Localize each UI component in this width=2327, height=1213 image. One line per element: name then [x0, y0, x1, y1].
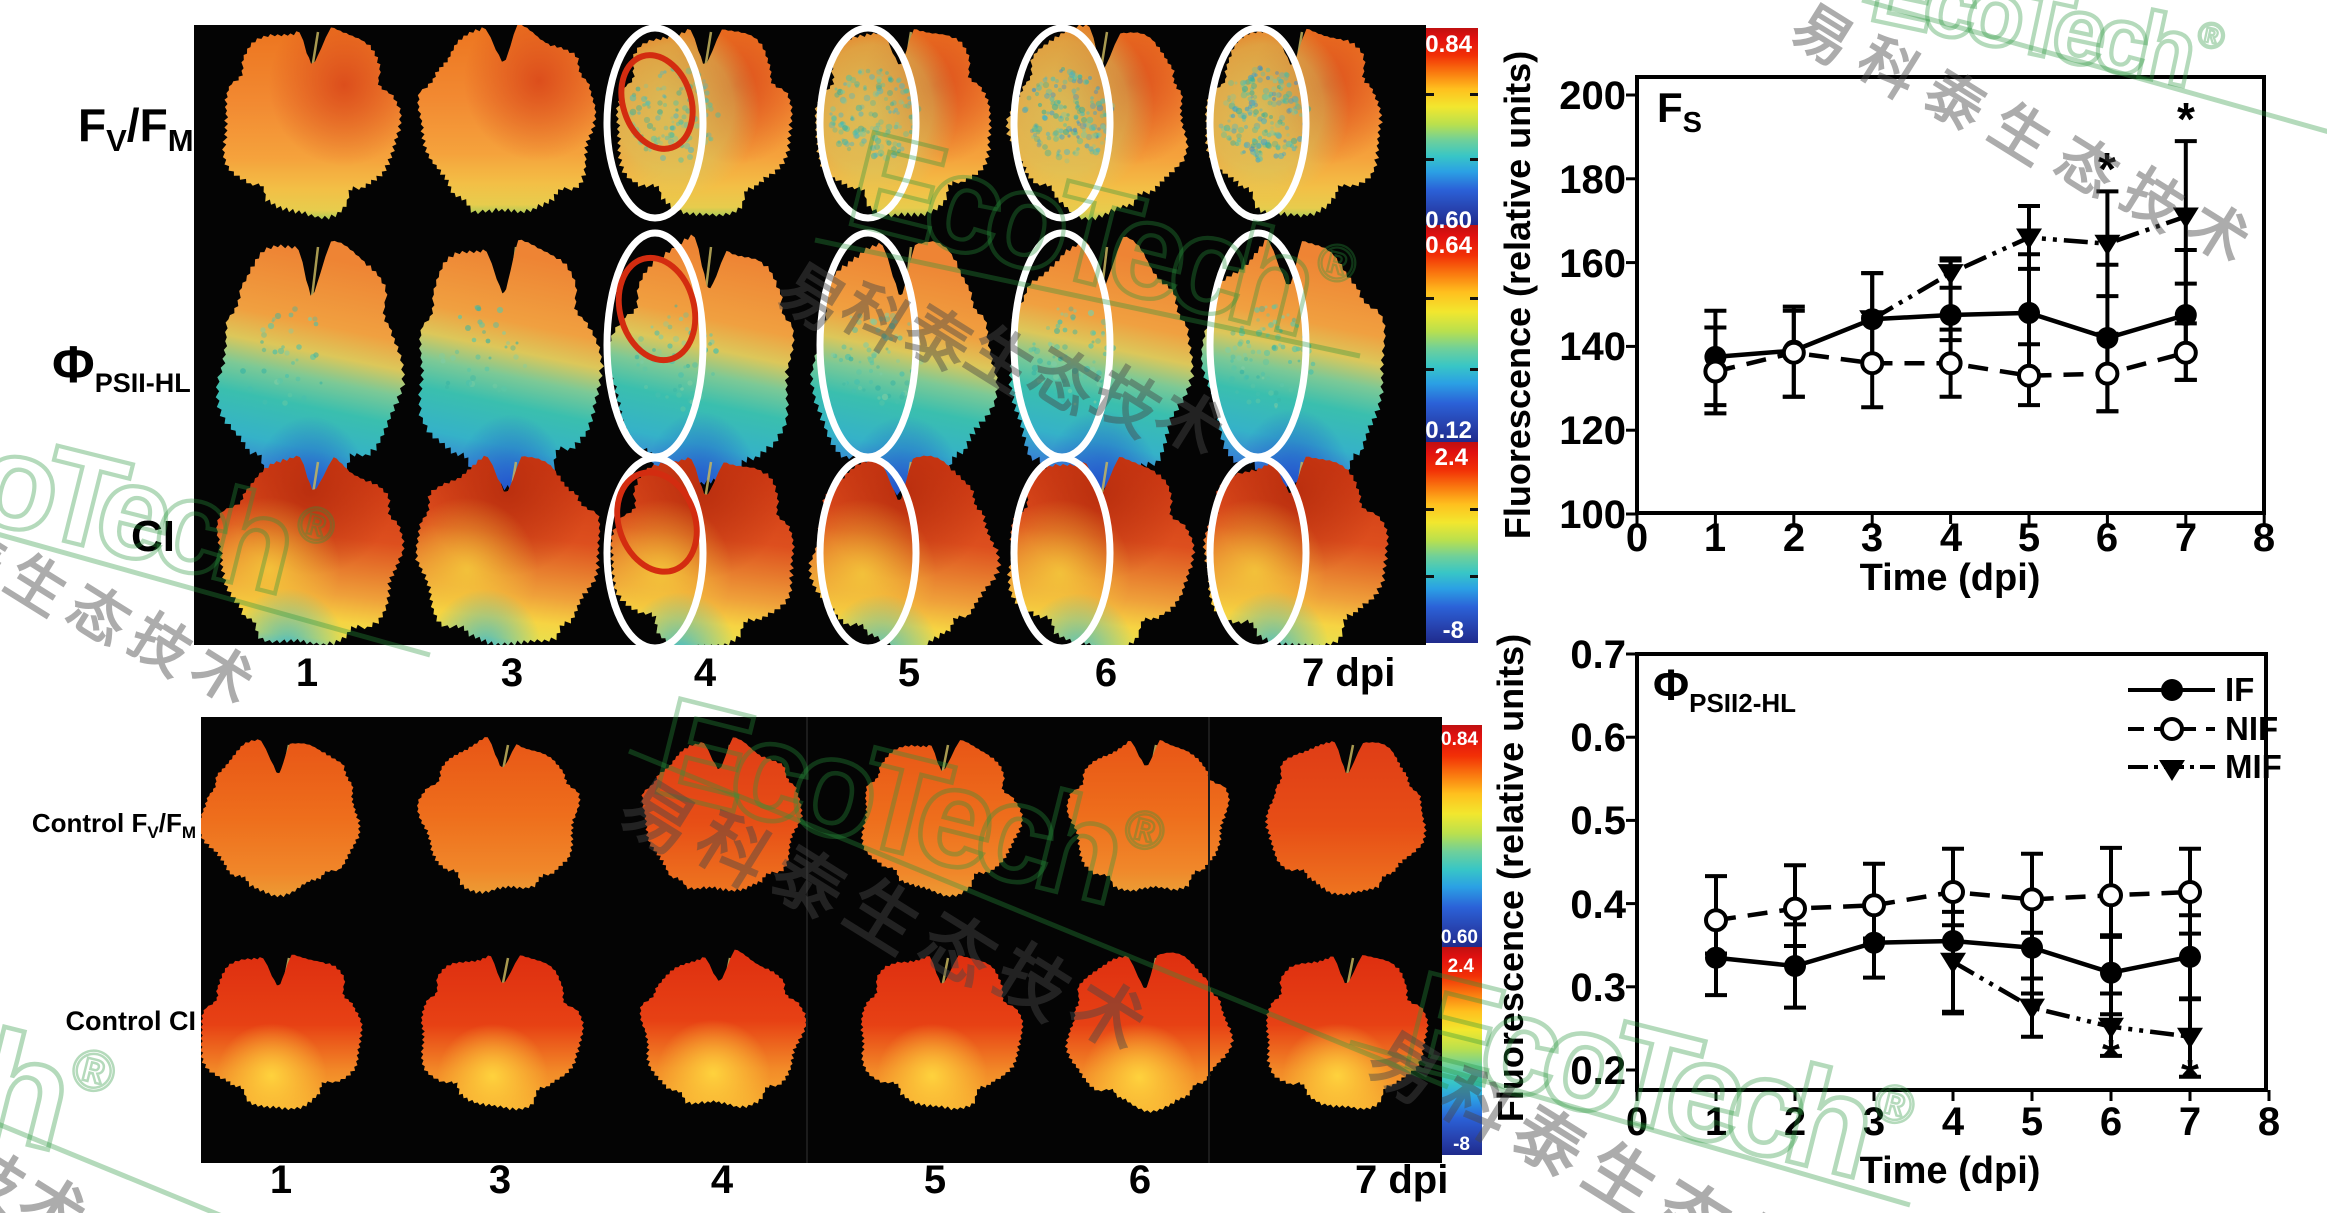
svg-text:0.6: 0.6 — [1570, 716, 1626, 760]
svg-text:2: 2 — [1783, 516, 1805, 560]
svg-text:3: 3 — [501, 651, 523, 695]
svg-text:0.2: 0.2 — [1570, 1049, 1626, 1093]
svg-text:Control CI: Control CI — [66, 1006, 196, 1036]
svg-text:0.5: 0.5 — [1570, 799, 1626, 843]
svg-text:7 dpi: 7 dpi — [1355, 1158, 1448, 1202]
svg-text:FS: FS — [1657, 84, 1702, 139]
svg-text:Time (dpi): Time (dpi) — [1860, 1150, 2041, 1192]
svg-text:6: 6 — [2100, 1100, 2122, 1144]
svg-text:*: * — [2098, 143, 2116, 195]
svg-text:200: 200 — [1559, 74, 1626, 118]
svg-text:*: * — [2177, 93, 2195, 145]
svg-text:0.64: 0.64 — [1425, 232, 1472, 259]
svg-text:-8: -8 — [1453, 1134, 1470, 1155]
svg-text:1: 1 — [270, 1158, 292, 1202]
svg-text:4: 4 — [711, 1158, 734, 1202]
svg-text:0.4: 0.4 — [1570, 883, 1626, 927]
svg-text:5: 5 — [924, 1158, 946, 1202]
svg-text:140: 140 — [1559, 325, 1626, 369]
svg-text:CI: CI — [131, 512, 175, 561]
svg-text:8: 8 — [2253, 516, 2275, 560]
svg-text:NIF: NIF — [2225, 710, 2278, 747]
svg-text:160: 160 — [1559, 242, 1626, 286]
svg-text:IF: IF — [2225, 671, 2254, 708]
svg-text:1: 1 — [1704, 516, 1726, 560]
svg-text:2.4: 2.4 — [1448, 956, 1475, 977]
svg-text:4: 4 — [694, 651, 717, 695]
svg-text:0.84: 0.84 — [1425, 31, 1472, 58]
svg-text:0.60: 0.60 — [1441, 927, 1478, 948]
svg-text:1: 1 — [296, 651, 318, 695]
svg-text:3: 3 — [489, 1158, 511, 1202]
svg-text:6: 6 — [1095, 651, 1117, 695]
svg-text:*: * — [2181, 1050, 2199, 1102]
svg-text:Time (dpi): Time (dpi) — [1860, 557, 2041, 599]
svg-text:0.60: 0.60 — [1425, 207, 1472, 234]
svg-text:技: 技 — [1715, 1203, 1813, 1213]
svg-text:120: 120 — [1559, 409, 1626, 453]
svg-text:7: 7 — [2179, 1100, 2201, 1144]
svg-text:0.84: 0.84 — [1441, 729, 1478, 750]
svg-text:0.3: 0.3 — [1570, 966, 1626, 1010]
svg-text:2: 2 — [1784, 1100, 1806, 1144]
svg-text:4: 4 — [1942, 1100, 1965, 1144]
svg-text:2.4: 2.4 — [1435, 444, 1469, 471]
svg-text:8: 8 — [2258, 1100, 2280, 1144]
svg-text:5: 5 — [2018, 516, 2040, 560]
svg-text:7: 7 — [2175, 516, 2197, 560]
svg-text:1: 1 — [1705, 1100, 1727, 1144]
svg-text:3: 3 — [1863, 1100, 1885, 1144]
svg-text:0.7: 0.7 — [1570, 633, 1626, 677]
svg-text:*: * — [2102, 1030, 2120, 1082]
svg-text:180: 180 — [1559, 158, 1626, 202]
svg-text:Fluorescence (relative units): Fluorescence (relative units) — [1497, 51, 1538, 539]
svg-text:0: 0 — [1626, 516, 1648, 560]
svg-text:0: 0 — [1626, 1100, 1648, 1144]
svg-text:6: 6 — [1129, 1158, 1151, 1202]
svg-text:0.12: 0.12 — [1425, 417, 1472, 444]
svg-text:Control FV/FM: Control FV/FM — [32, 808, 196, 842]
svg-text:6: 6 — [2096, 516, 2118, 560]
svg-text:Fluorescence (relative units): Fluorescence (relative units) — [1490, 634, 1531, 1122]
svg-text:MIF: MIF — [2225, 748, 2282, 785]
svg-text:4: 4 — [1940, 516, 1963, 560]
svg-text:5: 5 — [898, 651, 920, 695]
svg-text:3: 3 — [1861, 516, 1883, 560]
svg-text:-8: -8 — [1443, 617, 1464, 644]
svg-text:100: 100 — [1559, 493, 1626, 537]
svg-text:5: 5 — [2021, 1100, 2043, 1144]
svg-text:7 dpi: 7 dpi — [1302, 651, 1395, 695]
